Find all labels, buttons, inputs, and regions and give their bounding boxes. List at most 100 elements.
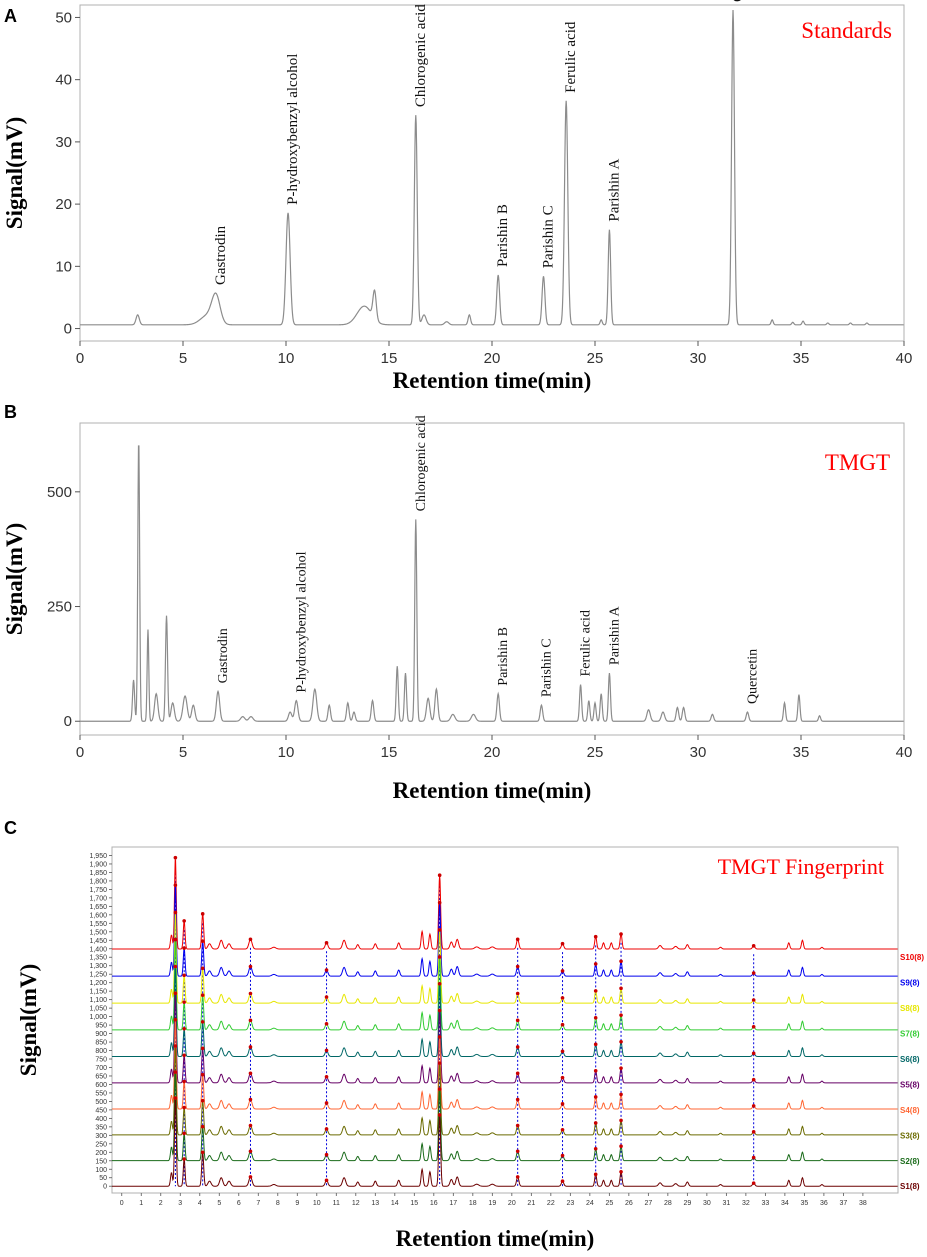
peak-label: Chlorogenic acid: [414, 415, 429, 511]
y-tick-label: 50: [55, 9, 72, 26]
panel-letter: C: [4, 818, 17, 838]
common-peak-marker: [248, 937, 253, 942]
common-peak-marker: [324, 1127, 329, 1131]
fingerprint-trace-s28: [112, 1073, 898, 1162]
common-peak-marker: [173, 937, 178, 942]
fingerprint-trace-s38: [112, 1047, 898, 1136]
common-peak-marker: [619, 932, 623, 936]
x-tick-label: 0: [76, 350, 84, 367]
common-peak-marker: [437, 1113, 442, 1117]
common-peak-marker: [200, 993, 205, 997]
peak-label: Quercetin: [730, 0, 746, 2]
common-peak-marker: [182, 946, 186, 950]
peak-label: Quercetin: [745, 649, 760, 704]
y-tick-label: 0: [64, 713, 72, 730]
common-peak-marker: [248, 1149, 253, 1154]
common-peak-marker: [751, 944, 756, 948]
x-tick-label: 10: [278, 350, 295, 367]
y-tick-label: 0: [64, 321, 72, 338]
y-tick-label: 850: [95, 1040, 107, 1047]
x-tick-label: 6: [237, 1200, 241, 1207]
common-peak-marker: [560, 1049, 565, 1054]
y-tick-label: 1,200: [89, 980, 107, 987]
common-peak-marker: [182, 1105, 186, 1110]
x-tick-label: 36: [820, 1200, 828, 1207]
series-label: S5(8): [900, 1080, 920, 1089]
x-tick-label: 1: [139, 1200, 143, 1207]
common-peak-marker: [751, 1130, 756, 1134]
y-tick-label: 750: [95, 1057, 107, 1064]
common-peak-marker: [200, 1046, 205, 1051]
x-tick-label: 20: [484, 350, 501, 367]
common-peak-marker: [593, 1042, 598, 1047]
x-axis-label: Retention time(min): [396, 1226, 595, 1251]
common-peak-marker: [515, 1071, 520, 1076]
common-peak-marker: [619, 1144, 623, 1148]
common-peak-marker: [182, 1131, 186, 1136]
common-peak-marker: [182, 1079, 186, 1084]
x-tick-label: 40: [896, 744, 913, 761]
x-tick-label: 27: [644, 1200, 652, 1207]
common-peak-marker: [248, 991, 253, 996]
series-label: S10(8): [900, 953, 924, 962]
y-tick-label: 1,350: [89, 955, 107, 962]
series-label: S8(8): [900, 1004, 920, 1013]
y-tick-label: 100: [95, 1167, 107, 1174]
x-tick-label: 3: [178, 1200, 182, 1207]
common-peak-marker: [324, 941, 329, 945]
common-peak-marker: [248, 1018, 253, 1023]
y-tick-label: 0: [103, 1184, 107, 1191]
y-tick-label: 500: [95, 1099, 107, 1106]
common-peak-marker: [173, 910, 178, 915]
common-peak-marker: [437, 1061, 442, 1065]
x-tick-label: 23: [566, 1200, 574, 1207]
common-peak-marker: [751, 1181, 756, 1185]
common-peak-marker: [515, 991, 520, 996]
common-peak-marker: [324, 1101, 329, 1105]
common-peak-marker: [593, 1146, 598, 1151]
x-axis-label: Retention time(min): [393, 778, 592, 803]
x-tick-label: 20: [484, 744, 501, 761]
series-label: S7(8): [900, 1030, 920, 1039]
x-tick-label: 20: [508, 1200, 516, 1207]
common-peak-marker: [515, 1045, 520, 1049]
common-peak-marker: [437, 982, 442, 986]
y-tick-label: 400: [95, 1116, 107, 1123]
x-tick-label: 16: [430, 1200, 438, 1207]
x-tick-label: 29: [683, 1200, 691, 1207]
y-tick-label: 30: [55, 134, 72, 151]
y-tick-label: 600: [95, 1082, 107, 1089]
y-tick-label: 1,450: [89, 938, 107, 945]
panel-letter: A: [4, 6, 17, 26]
common-peak-marker: [248, 1097, 253, 1102]
common-peak-marker: [751, 1051, 756, 1056]
y-tick-label: 1,900: [89, 861, 107, 868]
common-peak-marker: [437, 1087, 442, 1091]
chromatogram-trace: [80, 445, 904, 722]
common-peak-marker: [515, 1123, 520, 1128]
x-tick-label: 40: [896, 350, 913, 367]
panel-a-standards: 0 5 10 15 20 25 30 35 40 0 10 20 30 40 50 Gastrodin P-hy…: [2, 0, 912, 393]
y-tick-label: 450: [95, 1107, 107, 1114]
x-tick-label: 12: [352, 1200, 360, 1207]
y-tick-label: 10: [55, 258, 72, 275]
x-tick-label: 35: [800, 1200, 808, 1207]
y-tick-label: 250: [47, 599, 72, 616]
y-tick-label: 1,800: [89, 878, 107, 885]
common-peak-marker: [437, 1035, 442, 1039]
peak-label: Parishin C: [539, 638, 554, 697]
x-tick-label: 4: [198, 1200, 202, 1207]
common-peak-marker: [751, 998, 756, 1002]
y-tick-label: 40: [55, 72, 72, 89]
common-peak-marker: [593, 962, 598, 966]
y-tick-label: 1,150: [89, 989, 107, 996]
x-tick-label: 35: [793, 350, 810, 367]
x-tick-label: 11: [333, 1200, 340, 1207]
peak-label: Ferulic acid: [579, 610, 594, 676]
x-tick-label: 31: [722, 1200, 730, 1207]
series-label: S9(8): [900, 979, 920, 988]
peak-label: P-hydroxybenzyl alcohol: [285, 54, 301, 205]
common-peak-marker: [173, 1096, 178, 1100]
y-tick-label: 1,100: [89, 997, 107, 1004]
y-tick-label: 1,950: [89, 853, 107, 860]
